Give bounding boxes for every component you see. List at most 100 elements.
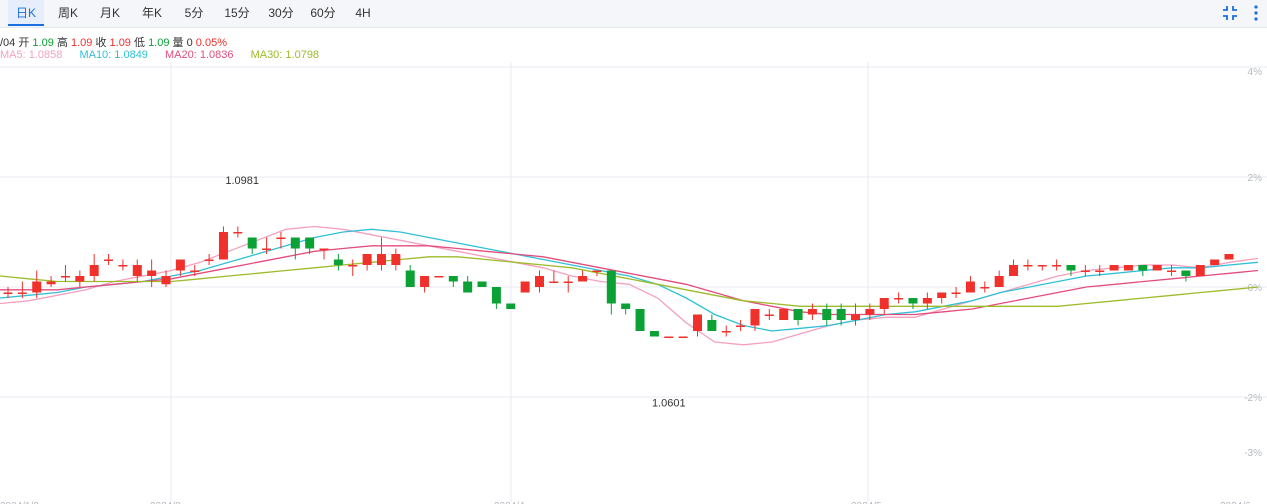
ma5-label: MA5: 1.0858: [0, 49, 63, 61]
candle-body: [764, 314, 774, 316]
tab-yearly-k[interactable]: 年K: [141, 6, 162, 20]
candle-body: [132, 265, 142, 276]
candle-body: [1181, 270, 1191, 276]
candle-body: [1080, 270, 1090, 272]
max-price-label: 1.0981: [225, 175, 259, 187]
candle-body: [621, 303, 631, 309]
candle-body: [305, 237, 315, 249]
y-tick-label: 0%: [1248, 283, 1263, 294]
candle-body: [951, 292, 961, 294]
candle-body: [649, 331, 659, 337]
candle-body: [865, 309, 875, 315]
candle-body: [104, 259, 114, 261]
ma30-label: MA30: 1.0798: [250, 49, 320, 61]
candle-body: [175, 259, 185, 271]
candle-body: [376, 254, 386, 265]
candle-body: [534, 276, 544, 287]
candle-body: [1095, 270, 1105, 272]
candle-body: [1123, 265, 1133, 271]
candle-body: [1009, 265, 1019, 276]
tab-5min[interactable]: 5分: [184, 6, 204, 20]
candle-body: [161, 276, 171, 285]
candle-body: [879, 298, 889, 309]
min-price-label: 1.0601: [652, 397, 686, 409]
candle-body: [1052, 265, 1062, 267]
volume-value: 0: [186, 37, 193, 49]
candle-body: [1138, 265, 1148, 271]
candle-body: [89, 265, 99, 276]
candle-body: [204, 259, 214, 261]
candle-body: [894, 298, 904, 300]
more-vertical-icon[interactable]: [1249, 4, 1263, 22]
candle-body: [664, 336, 674, 338]
candle-body: [678, 336, 688, 338]
y-tick-label: 2%: [1248, 173, 1263, 184]
low-label: 低: [134, 37, 145, 49]
tab-4h[interactable]: 4H: [355, 6, 371, 20]
volume-label: 量: [172, 37, 184, 49]
close-value: 1.09: [109, 37, 131, 49]
candle-body: [750, 309, 760, 326]
candle-body: [75, 276, 85, 282]
candle-body: [922, 298, 932, 304]
x-tick-label: 2024/5: [851, 501, 882, 504]
change-value: 0.05%: [195, 37, 227, 49]
candle-body: [1109, 265, 1119, 271]
tab-daily-k[interactable]: 日K: [8, 0, 44, 26]
candle-body: [60, 276, 70, 278]
candle-body: [822, 309, 832, 320]
candle-body: [721, 331, 731, 333]
ma20-label: MA20: 1.0836: [165, 49, 234, 61]
ma-line-ma20: [0, 245, 1259, 316]
tab-monthly-k[interactable]: 月K: [99, 6, 120, 20]
candle-body: [46, 281, 56, 285]
x-tick-label: 2024/1/2: [0, 501, 39, 504]
candle-body: [807, 309, 817, 315]
candle-body: [693, 314, 703, 331]
candle-body: [333, 259, 343, 265]
candle-body: [247, 237, 257, 249]
tab-weekly-k[interactable]: 周K: [57, 6, 78, 20]
y-tick-label: -2%: [1244, 393, 1262, 404]
candle-body: [463, 281, 473, 293]
candle-body: [549, 281, 559, 283]
candle-body: [578, 276, 588, 282]
candle-body: [1167, 270, 1177, 272]
period-toolbar: 日K 周K 月K 年K 5分 15分 30分 60分 4H: [0, 0, 1267, 28]
candle-body: [606, 270, 616, 304]
candle-body: [793, 309, 803, 320]
ma-line-ma10: [0, 228, 1259, 332]
candle-body: [937, 292, 947, 298]
ohlc-info: /04 开 1.09 高 1.09 收 1.09 低 1.09 量 0 0.05…: [0, 34, 227, 50]
candle-body: [491, 287, 501, 304]
candle-body: [779, 309, 789, 320]
candle-body: [262, 248, 272, 250]
candle-body: [290, 237, 300, 249]
tab-60min[interactable]: 60分: [310, 6, 336, 20]
candle-body: [980, 287, 990, 289]
low-value: 1.09: [148, 37, 170, 49]
candle-body: [420, 276, 430, 287]
candle-body: [319, 248, 329, 250]
candle-body: [276, 237, 286, 239]
ma-legend: MA5: 1.0858 MA10: 1.0849 MA20: 1.0836 MA…: [0, 49, 319, 61]
candle-body: [994, 276, 1004, 287]
candle-body: [190, 270, 200, 272]
candle-body: [836, 309, 846, 320]
tab-15min[interactable]: 15分: [224, 6, 250, 20]
candle-body: [218, 232, 228, 260]
candlestick-chart: 4% 2% 0% -2% -3% 2024/1/2 2024/2 2024/4 2024/5 20…: [0, 62, 1267, 504]
candle-body: [147, 270, 157, 276]
candle-body: [1037, 265, 1047, 267]
candle-body: [391, 254, 401, 265]
tab-30min[interactable]: 30分: [268, 6, 294, 20]
open-label: 开: [18, 37, 30, 49]
y-tick-label: -3%: [1244, 448, 1262, 459]
close-label: 收: [95, 37, 107, 49]
candle-body: [1023, 265, 1033, 267]
candle-body: [233, 232, 243, 234]
compress-icon[interactable]: [1221, 4, 1239, 22]
high-value: 1.09: [70, 37, 93, 49]
candle-body: [965, 281, 975, 293]
candle-body: [506, 303, 516, 309]
